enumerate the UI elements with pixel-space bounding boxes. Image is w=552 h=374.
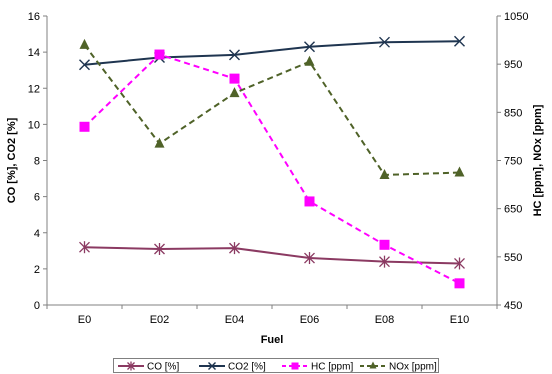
y-left-tick-label: 10 — [28, 119, 40, 131]
series-co — [79, 241, 465, 270]
data-point — [229, 73, 240, 84]
y-right-tick-label: 450 — [504, 300, 522, 312]
y-right-tick-label: 950 — [504, 59, 522, 71]
y-left-tick-label: 6 — [34, 192, 40, 204]
data-point — [379, 36, 390, 48]
data-point — [154, 49, 165, 60]
series-line — [84, 40, 460, 66]
data-point — [79, 121, 90, 132]
y-left-tick-label: 14 — [28, 47, 40, 59]
data-point — [304, 252, 315, 265]
data-point — [379, 255, 390, 268]
data-point — [454, 35, 465, 47]
data-point — [369, 361, 377, 369]
series-co2 — [79, 35, 465, 71]
y-right-tick-label: 650 — [504, 204, 522, 216]
data-point — [291, 362, 299, 370]
y-left-tick-label: 2 — [34, 264, 40, 276]
y-left-tick-label: 0 — [34, 300, 40, 312]
legend-item: NOx [ppm] — [360, 361, 437, 373]
x-axis-title: Fuel — [261, 334, 284, 346]
legend-label: NOx [ppm] — [389, 362, 437, 373]
y-right-tick-label: 850 — [504, 107, 522, 119]
data-point — [454, 166, 465, 177]
legend: CO [%] CO2 [%] HC [ppm] NOx [ppm] — [113, 358, 439, 373]
legend-label: CO2 [%] — [228, 362, 266, 373]
series-line — [83, 44, 460, 176]
x-tick-label: E06 — [300, 314, 320, 326]
data-point — [229, 49, 240, 61]
series-line — [84, 246, 460, 265]
legend-box — [113, 358, 439, 373]
y-left-tick-label: 16 — [28, 11, 40, 23]
data-point — [79, 59, 90, 71]
y-axis-right-title: HC [ppm], NOx [ppm] — [532, 104, 544, 216]
data-point — [379, 239, 390, 250]
data-point — [304, 196, 315, 207]
y-right-tick-label: 1050 — [504, 11, 528, 23]
data-point — [304, 41, 315, 53]
x-tick-label: E0 — [78, 314, 91, 326]
legend-label: HC [ppm] — [311, 362, 353, 373]
series-hc — [79, 49, 465, 289]
data-point — [127, 361, 135, 371]
series-nox — [79, 38, 465, 179]
x-tick-label: E04 — [225, 314, 245, 326]
x-tick-label: E10 — [450, 314, 470, 326]
y-left-tick-label: 8 — [34, 156, 40, 168]
data-point — [154, 137, 165, 148]
data-point — [454, 257, 465, 270]
data-point — [454, 278, 465, 289]
data-point — [79, 241, 90, 254]
y-left-tick-label: 4 — [34, 228, 40, 240]
legend-label: CO [%] — [147, 362, 179, 373]
x-tick-label: E02 — [150, 314, 170, 326]
data-point — [229, 87, 240, 98]
data-point — [79, 38, 90, 49]
series-line — [83, 53, 460, 285]
y-right-tick-label: 550 — [504, 252, 522, 264]
data-point — [304, 55, 315, 66]
y-right-tick-label: 750 — [504, 156, 522, 168]
data-point — [229, 242, 240, 255]
series-layer — [79, 35, 465, 289]
legend-item: CO [%] — [118, 361, 179, 373]
legend-item: HC [ppm] — [282, 362, 353, 373]
axes: 0 2 4 6 8 10 12 14 16 450 550 650 750 850 950 1050 E0 E02… — [28, 11, 529, 326]
data-point — [208, 362, 216, 370]
x-tick-label: E08 — [375, 314, 395, 326]
data-point — [379, 168, 390, 179]
legend-item: CO2 [%] — [199, 362, 266, 373]
data-point — [154, 243, 165, 256]
y-axis-left-title: CO [%], CO2 [%] — [6, 117, 18, 203]
y-left-tick-label: 12 — [28, 83, 40, 95]
